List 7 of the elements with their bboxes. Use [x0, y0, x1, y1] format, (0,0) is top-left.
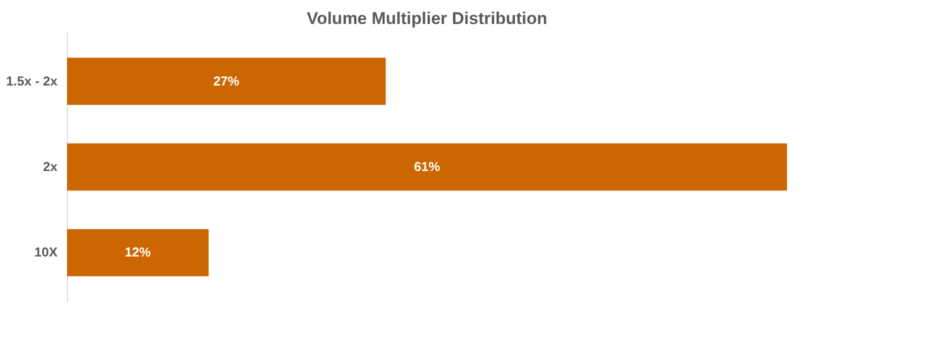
- data-label: 12%: [124, 244, 152, 260]
- data-label: 27%: [213, 73, 240, 88]
- y-tick-label: 2x: [43, 159, 58, 174]
- data-label: 61%: [414, 159, 440, 174]
- y-tick-label: 10X: [34, 244, 58, 260]
- chart-title: Volume Multiplier Distribution: [306, 9, 548, 28]
- y-tick-label: 1.5x - 2x: [6, 73, 58, 88]
